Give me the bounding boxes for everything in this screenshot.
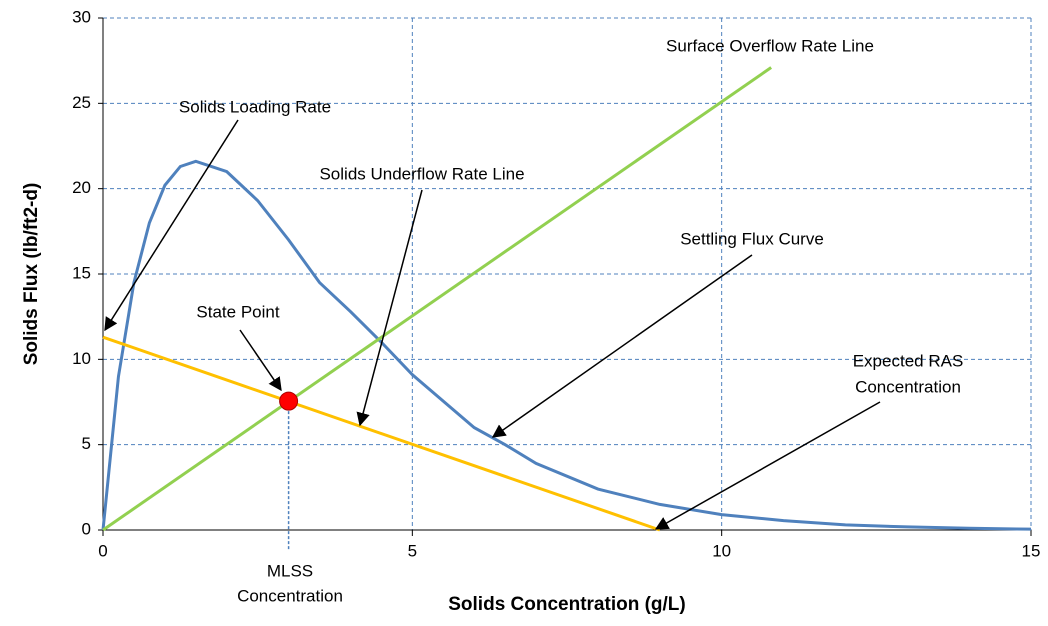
series-line <box>102 66 773 532</box>
annotation: State Point <box>196 302 279 321</box>
annotation-arrow <box>356 189 423 427</box>
y-tick-label: 20 <box>72 178 91 197</box>
y-axis-title: Solids Flux (lb/ft2-d) <box>21 183 42 366</box>
x-axis-title: Solids Concentration (g/L) <box>448 594 686 615</box>
y-tick-label: 5 <box>82 434 91 453</box>
x-tick-label: 15 <box>1022 541 1041 560</box>
annotation-arrow <box>104 119 239 332</box>
annotation: Surface Overflow Rate Line <box>666 36 874 55</box>
annotation: Solids Loading Rate <box>179 97 331 116</box>
annotation-arrow <box>491 254 753 438</box>
annotation: Expected RAS <box>853 351 964 370</box>
y-tick-label: 15 <box>72 263 91 282</box>
x-tick-label: 10 <box>712 541 731 560</box>
annotation: Solids Underflow Rate Line <box>319 164 524 183</box>
annotation: Concentration <box>855 377 961 396</box>
y-tick-label: 25 <box>72 93 91 112</box>
series-line <box>102 335 661 532</box>
y-tick-label: 0 <box>82 519 91 538</box>
x-tick-label: 0 <box>98 541 107 560</box>
x-tick-label: 5 <box>408 541 417 560</box>
annotation: Settling Flux Curve <box>680 229 824 248</box>
annotation: MLSS <box>267 561 313 580</box>
y-tick-label: 10 <box>72 349 91 368</box>
annotation-arrow <box>654 401 881 530</box>
annotation-arrow <box>239 329 282 392</box>
state-point <box>279 391 299 411</box>
y-tick-label: 30 <box>72 7 91 26</box>
annotation: Concentration <box>237 586 343 605</box>
series-line <box>101 159 1032 531</box>
